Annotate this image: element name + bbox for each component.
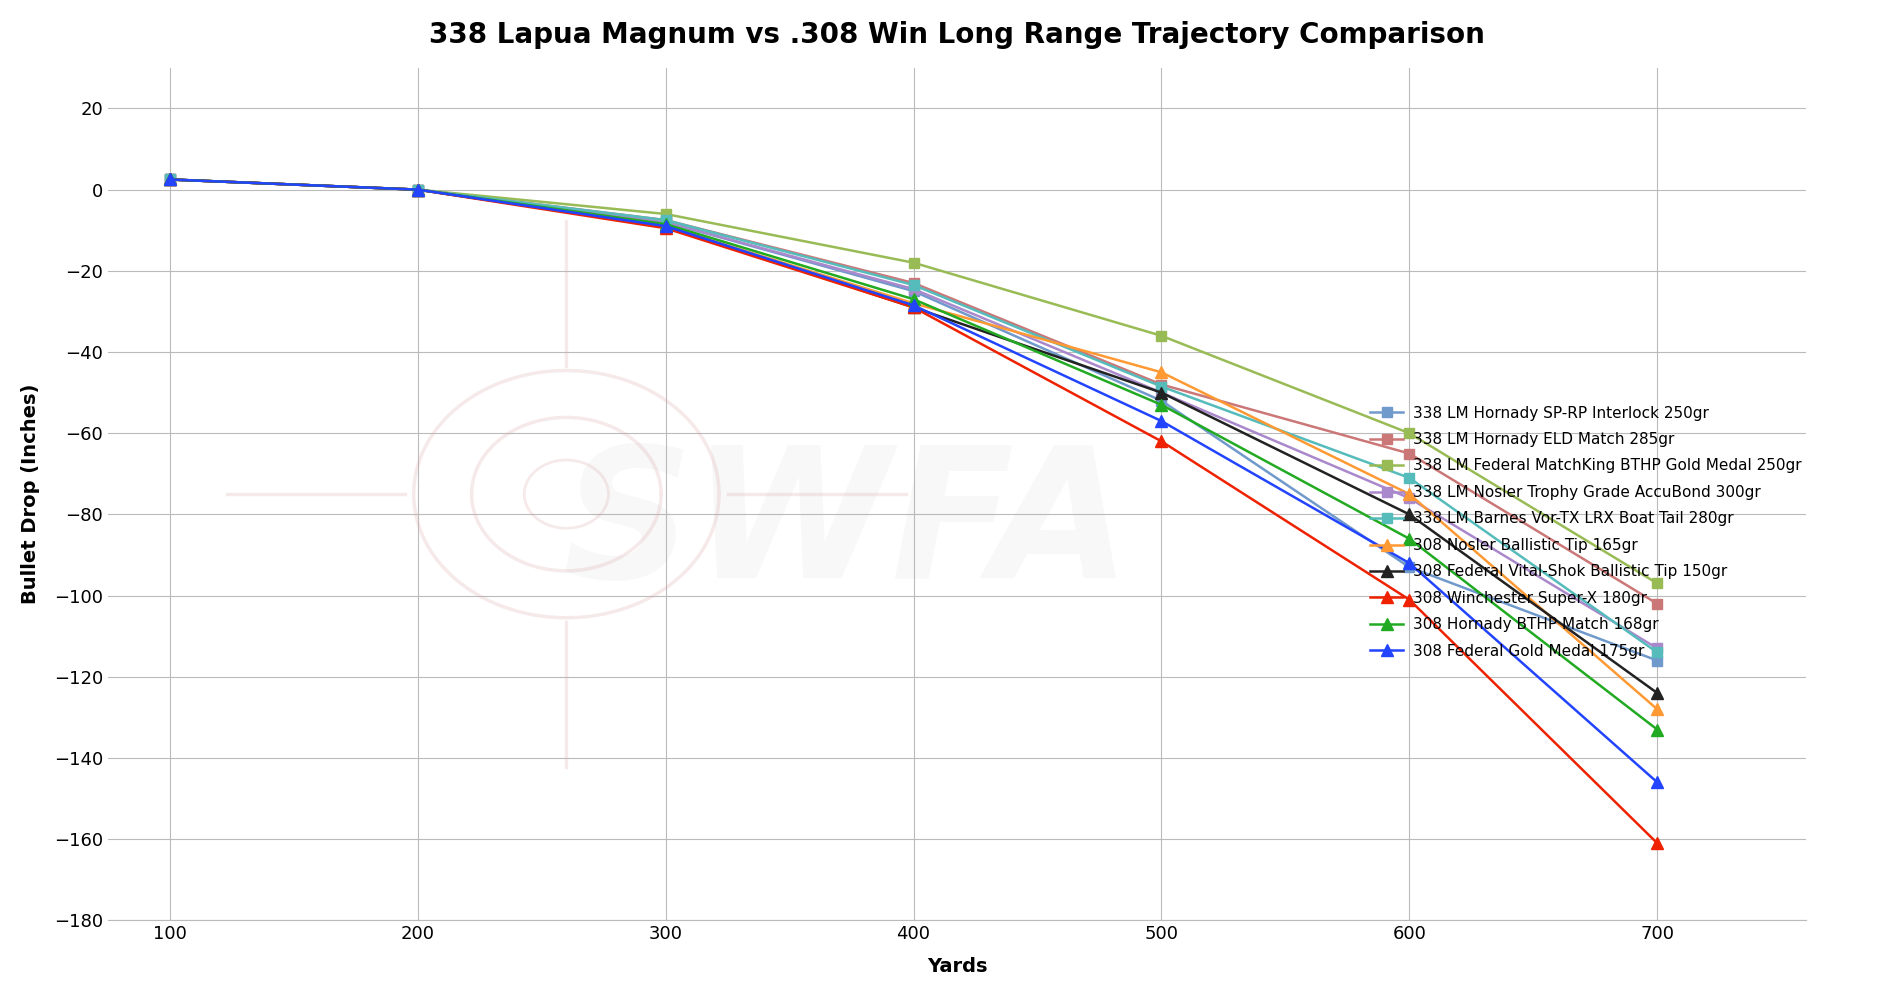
308 Federal Vital-Shok Ballistic Tip 150gr xyxy=(1150,387,1173,399)
308 Federal Vital-Shok Ballistic Tip 150gr xyxy=(159,173,181,185)
338 LM Hornady ELD Match 285gr xyxy=(159,173,181,185)
338 LM Federal MatchKing BTHP Gold Medal 250gr xyxy=(1150,330,1173,342)
338 LM Barnes Vor-TX LRX Boat Tail 280gr xyxy=(901,279,924,291)
308 Federal Gold Medal 175gr xyxy=(1150,415,1173,427)
308 Winchester Super-X 180gr xyxy=(654,222,676,234)
338 LM Hornady SP-RP Interlock 250gr xyxy=(406,183,429,195)
338 LM Barnes Vor-TX LRX Boat Tail 280gr xyxy=(1645,646,1668,658)
Line: 308 Federal Vital-Shok Ballistic Tip 150gr: 308 Federal Vital-Shok Ballistic Tip 150… xyxy=(164,173,1662,699)
338 LM Nosler Trophy Grade AccuBond 300gr xyxy=(406,183,429,195)
Y-axis label: Bullet Drop (Inches): Bullet Drop (Inches) xyxy=(21,384,40,604)
338 LM Federal MatchKing BTHP Gold Medal 250gr xyxy=(654,208,676,220)
338 LM Barnes Vor-TX LRX Boat Tail 280gr xyxy=(1398,472,1421,484)
308 Hornady BTHP Match 168gr xyxy=(901,293,924,305)
Line: 308 Nosler Ballistic Tip 165gr: 308 Nosler Ballistic Tip 165gr xyxy=(164,173,1662,715)
338 LM Hornady SP-RP Interlock 250gr xyxy=(159,173,181,185)
308 Nosler Ballistic Tip 165gr xyxy=(1645,703,1668,715)
338 LM Hornady ELD Match 285gr xyxy=(901,277,924,289)
338 LM Nosler Trophy Grade AccuBond 300gr xyxy=(1398,493,1421,504)
338 LM Federal MatchKing BTHP Gold Medal 250gr xyxy=(1398,428,1421,440)
338 LM Nosler Trophy Grade AccuBond 300gr xyxy=(654,216,676,228)
308 Winchester Super-X 180gr xyxy=(159,173,181,185)
308 Winchester Super-X 180gr xyxy=(1645,837,1668,849)
308 Hornady BTHP Match 168gr xyxy=(159,173,181,185)
338 LM Hornady ELD Match 285gr xyxy=(1398,448,1421,460)
308 Nosler Ballistic Tip 165gr xyxy=(1398,489,1421,500)
338 LM Hornady ELD Match 285gr xyxy=(1150,379,1173,391)
Title: 338 Lapua Magnum vs .308 Win Long Range Trajectory Comparison: 338 Lapua Magnum vs .308 Win Long Range … xyxy=(429,21,1485,49)
338 LM Nosler Trophy Grade AccuBond 300gr xyxy=(159,173,181,185)
338 LM Federal MatchKing BTHP Gold Medal 250gr xyxy=(901,257,924,269)
Line: 338 LM Barnes Vor-TX LRX Boat Tail 280gr: 338 LM Barnes Vor-TX LRX Boat Tail 280gr xyxy=(164,174,1660,657)
Text: SWFA: SWFA xyxy=(561,441,1130,616)
308 Hornady BTHP Match 168gr xyxy=(1645,724,1668,736)
308 Hornady BTHP Match 168gr xyxy=(1398,532,1421,544)
338 LM Federal MatchKing BTHP Gold Medal 250gr xyxy=(159,173,181,185)
338 LM Barnes Vor-TX LRX Boat Tail 280gr xyxy=(1150,381,1173,393)
Legend: 338 LM Hornady SP-RP Interlock 250gr, 338 LM Hornady ELD Match 285gr, 338 LM Fed: 338 LM Hornady SP-RP Interlock 250gr, 33… xyxy=(1364,400,1806,665)
Line: 308 Hornady BTHP Match 168gr: 308 Hornady BTHP Match 168gr xyxy=(164,173,1662,735)
308 Hornady BTHP Match 168gr xyxy=(406,183,429,195)
338 LM Hornady SP-RP Interlock 250gr xyxy=(901,285,924,297)
308 Winchester Super-X 180gr xyxy=(406,183,429,195)
338 LM Nosler Trophy Grade AccuBond 300gr xyxy=(1645,642,1668,654)
338 LM Barnes Vor-TX LRX Boat Tail 280gr xyxy=(159,173,181,185)
308 Nosler Ballistic Tip 165gr xyxy=(901,297,924,309)
308 Winchester Super-X 180gr xyxy=(1398,593,1421,605)
338 LM Nosler Trophy Grade AccuBond 300gr xyxy=(901,283,924,295)
338 LM Hornady SP-RP Interlock 250gr xyxy=(1398,561,1421,573)
Line: 308 Federal Gold Medal 175gr: 308 Federal Gold Medal 175gr xyxy=(164,173,1662,788)
338 LM Hornady SP-RP Interlock 250gr xyxy=(654,216,676,228)
308 Hornady BTHP Match 168gr xyxy=(654,218,676,230)
Line: 308 Winchester Super-X 180gr: 308 Winchester Super-X 180gr xyxy=(164,173,1662,848)
308 Nosler Ballistic Tip 165gr xyxy=(654,220,676,232)
338 LM Barnes Vor-TX LRX Boat Tail 280gr xyxy=(406,183,429,195)
308 Federal Gold Medal 175gr xyxy=(1398,557,1421,569)
Line: 338 LM Nosler Trophy Grade AccuBond 300gr: 338 LM Nosler Trophy Grade AccuBond 300g… xyxy=(164,174,1660,653)
308 Nosler Ballistic Tip 165gr xyxy=(406,183,429,195)
308 Federal Vital-Shok Ballistic Tip 150gr xyxy=(1645,687,1668,699)
338 LM Federal MatchKing BTHP Gold Medal 250gr xyxy=(1645,577,1668,589)
308 Federal Vital-Shok Ballistic Tip 150gr xyxy=(654,220,676,232)
308 Federal Vital-Shok Ballistic Tip 150gr xyxy=(901,301,924,313)
338 LM Hornady ELD Match 285gr xyxy=(406,183,429,195)
338 LM Federal MatchKing BTHP Gold Medal 250gr xyxy=(406,183,429,195)
338 LM Hornady ELD Match 285gr xyxy=(1645,598,1668,610)
308 Winchester Super-X 180gr xyxy=(1150,436,1173,448)
308 Winchester Super-X 180gr xyxy=(901,301,924,313)
308 Federal Gold Medal 175gr xyxy=(406,183,429,195)
308 Nosler Ballistic Tip 165gr xyxy=(159,173,181,185)
308 Federal Vital-Shok Ballistic Tip 150gr xyxy=(1398,508,1421,520)
308 Nosler Ballistic Tip 165gr xyxy=(1150,366,1173,378)
338 LM Nosler Trophy Grade AccuBond 300gr xyxy=(1150,387,1173,399)
308 Federal Gold Medal 175gr xyxy=(654,220,676,232)
Line: 338 LM Hornady ELD Match 285gr: 338 LM Hornady ELD Match 285gr xyxy=(164,174,1660,608)
Line: 338 LM Hornady SP-RP Interlock 250gr: 338 LM Hornady SP-RP Interlock 250gr xyxy=(164,174,1660,665)
Line: 338 LM Federal MatchKing BTHP Gold Medal 250gr: 338 LM Federal MatchKing BTHP Gold Medal… xyxy=(164,174,1660,588)
308 Hornady BTHP Match 168gr xyxy=(1150,399,1173,411)
338 LM Barnes Vor-TX LRX Boat Tail 280gr xyxy=(654,214,676,226)
308 Federal Gold Medal 175gr xyxy=(1645,777,1668,789)
308 Federal Gold Medal 175gr xyxy=(901,299,924,311)
308 Federal Gold Medal 175gr xyxy=(159,173,181,185)
X-axis label: Yards: Yards xyxy=(926,957,986,976)
338 LM Hornady SP-RP Interlock 250gr xyxy=(1645,655,1668,667)
338 LM Hornady ELD Match 285gr xyxy=(654,214,676,226)
338 LM Hornady SP-RP Interlock 250gr xyxy=(1150,395,1173,407)
308 Federal Vital-Shok Ballistic Tip 150gr xyxy=(406,183,429,195)
